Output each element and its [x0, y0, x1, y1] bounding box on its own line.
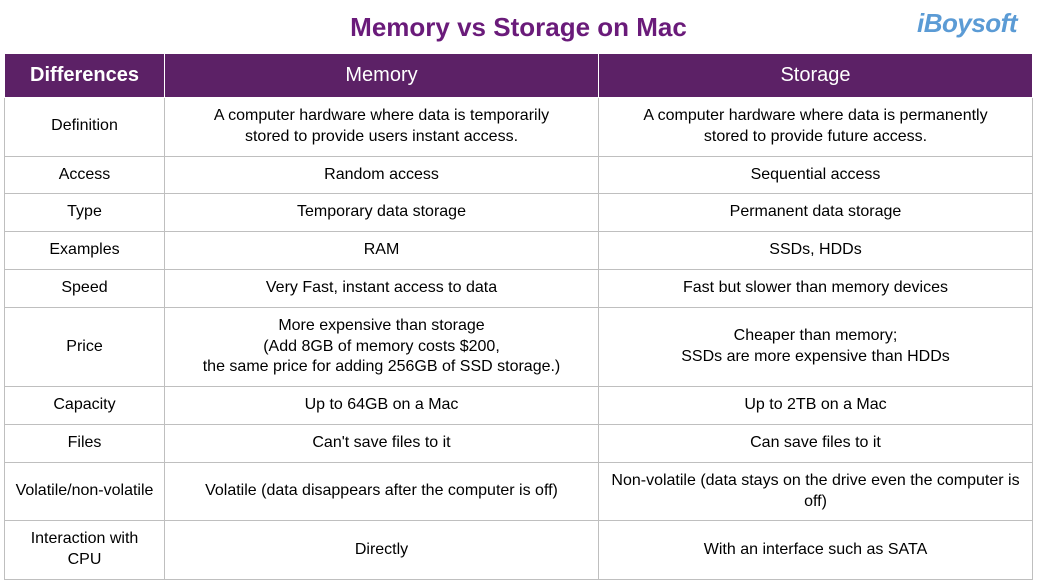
memory-cell: Up to 64GB on a Mac: [165, 387, 599, 425]
row-label: Examples: [5, 232, 165, 270]
table-row: PriceMore expensive than storage (Add 8G…: [5, 307, 1033, 386]
col-header-storage: Storage: [599, 54, 1033, 98]
row-label: Capacity: [5, 387, 165, 425]
table-body: DefinitionA computer hardware where data…: [5, 98, 1033, 580]
col-header-differences: Differences: [5, 54, 165, 98]
memory-cell: Random access: [165, 156, 599, 194]
table-row: AccessRandom accessSequential access: [5, 156, 1033, 194]
table-header-row: Differences Memory Storage: [5, 54, 1033, 98]
storage-cell: With an interface such as SATA: [599, 521, 1033, 580]
page-title: Memory vs Storage on Mac: [4, 12, 1033, 43]
row-label: Files: [5, 424, 165, 462]
memory-cell: Very Fast, instant access to data: [165, 269, 599, 307]
table-row: ExamplesRAMSSDs, HDDs: [5, 232, 1033, 270]
col-header-memory: Memory: [165, 54, 599, 98]
table-row: SpeedVery Fast, instant access to dataFa…: [5, 269, 1033, 307]
memory-cell: More expensive than storage (Add 8GB of …: [165, 307, 599, 386]
storage-cell: Can save files to it: [599, 424, 1033, 462]
row-label: Definition: [5, 98, 165, 157]
header: Memory vs Storage on Mac iBoysoft: [4, 8, 1033, 53]
memory-cell: RAM: [165, 232, 599, 270]
comparison-table: Differences Memory Storage DefinitionA c…: [4, 53, 1033, 580]
row-label: Price: [5, 307, 165, 386]
storage-cell: Fast but slower than memory devices: [599, 269, 1033, 307]
row-label: Access: [5, 156, 165, 194]
storage-cell: Permanent data storage: [599, 194, 1033, 232]
table-row: DefinitionA computer hardware where data…: [5, 98, 1033, 157]
storage-cell: SSDs, HDDs: [599, 232, 1033, 270]
table-row: FilesCan't save files to itCan save file…: [5, 424, 1033, 462]
memory-cell: Temporary data storage: [165, 194, 599, 232]
row-label: Interaction with CPU: [5, 521, 165, 580]
table-row: Volatile/non-volatileVolatile (data disa…: [5, 462, 1033, 521]
row-label: Type: [5, 194, 165, 232]
storage-cell: Up to 2TB on a Mac: [599, 387, 1033, 425]
storage-cell: Cheaper than memory; SSDs are more expen…: [599, 307, 1033, 386]
memory-cell: Volatile (data disappears after the comp…: [165, 462, 599, 521]
storage-cell: Sequential access: [599, 156, 1033, 194]
table-row: Interaction with CPUDirectlyWith an inte…: [5, 521, 1033, 580]
memory-cell: A computer hardware where data is tempor…: [165, 98, 599, 157]
storage-cell: A computer hardware where data is perman…: [599, 98, 1033, 157]
row-label: Volatile/non-volatile: [5, 462, 165, 521]
brand-logo: iBoysoft: [917, 8, 1017, 39]
storage-cell: Non-volatile (data stays on the drive ev…: [599, 462, 1033, 521]
row-label: Speed: [5, 269, 165, 307]
memory-cell: Can't save files to it: [165, 424, 599, 462]
table-row: TypeTemporary data storagePermanent data…: [5, 194, 1033, 232]
table-row: CapacityUp to 64GB on a MacUp to 2TB on …: [5, 387, 1033, 425]
memory-cell: Directly: [165, 521, 599, 580]
